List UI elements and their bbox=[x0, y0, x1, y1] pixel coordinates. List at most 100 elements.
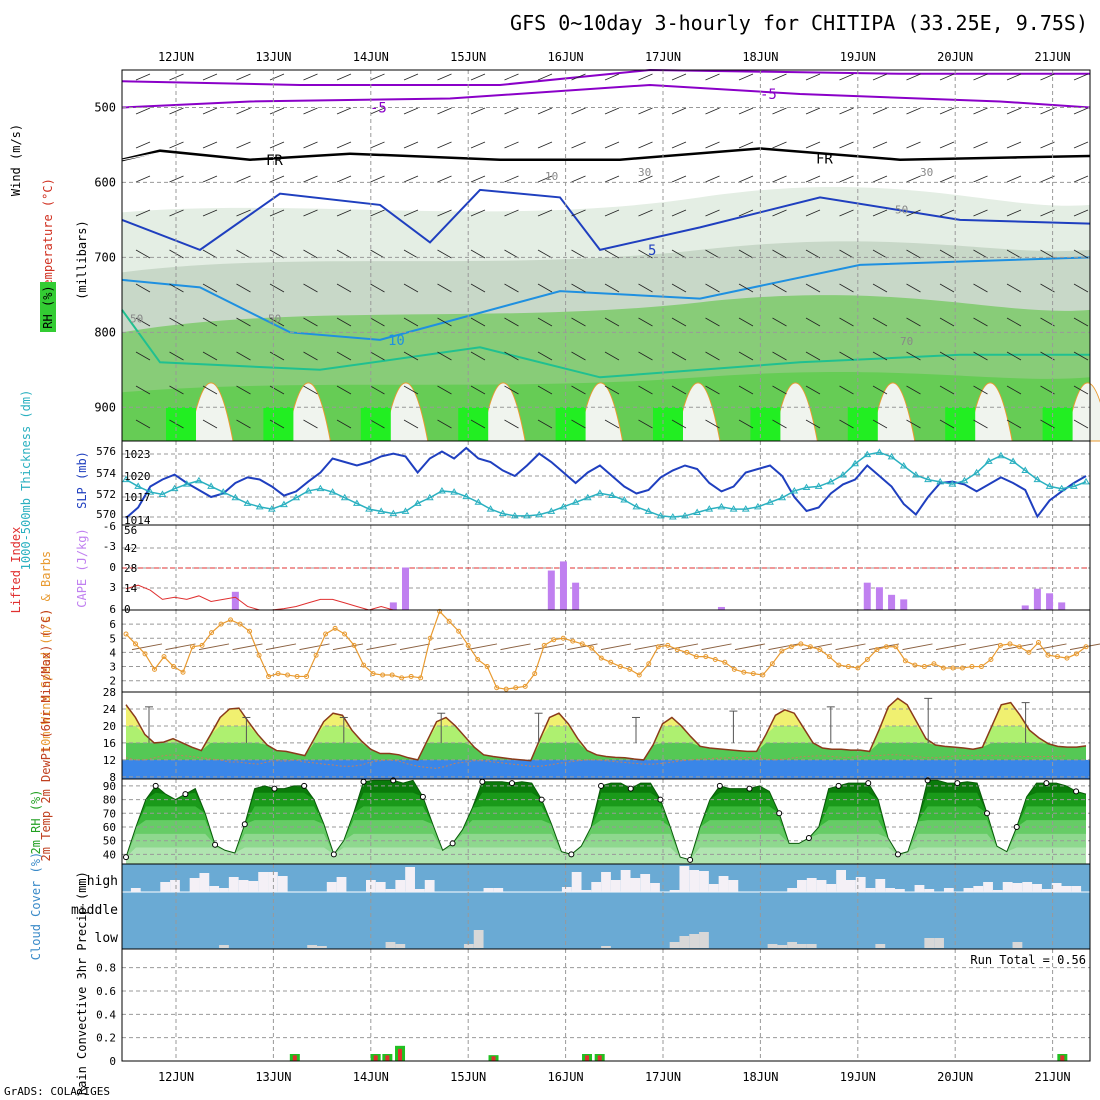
rh-point bbox=[271, 785, 278, 792]
wind-speed-point bbox=[266, 673, 272, 679]
wind-barb bbox=[839, 419, 854, 429]
date-label-bottom: 15JUN bbox=[450, 1070, 486, 1084]
wind-barb bbox=[906, 385, 921, 395]
cloud-high-bar bbox=[1032, 884, 1042, 892]
rh-tick-label: 40 bbox=[103, 848, 116, 861]
wind-barb bbox=[604, 317, 620, 327]
thickness-tick-label: 576 bbox=[96, 445, 116, 458]
cloud-high-bar bbox=[1071, 886, 1082, 892]
wind-barb-10m bbox=[801, 643, 833, 651]
dewpoint-line bbox=[125, 754, 1068, 769]
cloud-low-bar bbox=[307, 945, 318, 948]
wind-barb bbox=[872, 351, 888, 361]
rh-band-90 bbox=[166, 407, 196, 441]
wind-speed-point bbox=[494, 685, 500, 691]
wind-barb bbox=[403, 351, 419, 361]
wind-barb bbox=[604, 175, 620, 183]
wind-speed-point bbox=[883, 644, 889, 650]
cloud-low-bar bbox=[601, 946, 611, 948]
thickness-line bbox=[125, 451, 1087, 518]
cloud-high-bar bbox=[943, 888, 954, 892]
cloud-low-bar bbox=[924, 938, 935, 948]
thickness-point bbox=[316, 484, 325, 492]
thickness-point bbox=[547, 507, 556, 514]
wind-barb bbox=[805, 73, 821, 81]
wind-barb bbox=[504, 385, 519, 395]
thickness-point bbox=[353, 499, 361, 506]
wind-barb bbox=[738, 249, 754, 259]
cape-bar bbox=[231, 591, 239, 610]
wind-barb bbox=[872, 209, 888, 217]
dewpoint-fill bbox=[122, 759, 1090, 779]
wind-barb-10m bbox=[265, 643, 297, 651]
wind-speed-point bbox=[1016, 644, 1022, 650]
wind-barb bbox=[906, 209, 921, 217]
wind-barb bbox=[1006, 249, 1022, 259]
date-label-top: 18JUN bbox=[742, 50, 778, 64]
wind-barb bbox=[504, 283, 519, 293]
wind-speed-point bbox=[342, 631, 348, 637]
cloud-high-bar bbox=[385, 889, 396, 892]
wind-barb bbox=[135, 385, 151, 395]
wind-barb bbox=[370, 107, 385, 115]
wind-speed-point bbox=[779, 648, 785, 654]
thickness-point bbox=[656, 511, 665, 519]
thickness-point bbox=[863, 450, 872, 458]
thickness-point bbox=[292, 493, 301, 501]
thickness-point bbox=[596, 489, 604, 496]
rh-point bbox=[1073, 788, 1080, 795]
wind-barb-10m bbox=[500, 643, 531, 651]
wind-barb bbox=[839, 283, 854, 293]
wind-speed-point bbox=[570, 638, 576, 644]
wind-barb bbox=[638, 249, 653, 259]
date-label-top: 20JUN bbox=[937, 50, 973, 64]
rh-point bbox=[657, 796, 664, 803]
wind-barb bbox=[236, 283, 251, 293]
wind-barb bbox=[135, 249, 151, 259]
wind-speed-point bbox=[722, 659, 728, 665]
rh-point bbox=[568, 851, 575, 858]
wind-barb bbox=[671, 107, 687, 115]
temp-contour-minus10 bbox=[121, 68, 1090, 86]
wind-tick-label: 2 bbox=[109, 675, 116, 688]
wind-speed-point bbox=[1007, 641, 1013, 647]
wind-barb bbox=[437, 209, 452, 217]
rh-point bbox=[301, 782, 308, 789]
wind-speed-point bbox=[845, 664, 851, 670]
rh-point bbox=[123, 854, 129, 861]
date-label-top: 21JUN bbox=[1035, 50, 1071, 64]
rh-point bbox=[954, 780, 961, 787]
wind-barb bbox=[437, 73, 452, 81]
cloud-high-bar bbox=[689, 870, 700, 892]
ylabel-thickness: 1000-500mb Thickness (dm) bbox=[19, 390, 33, 571]
lifted-index-tick-label: 6 bbox=[109, 603, 116, 616]
wind-barb bbox=[638, 209, 653, 217]
wind-speed-point bbox=[1026, 649, 1032, 655]
cloud-high-bar bbox=[238, 880, 249, 892]
wind-barb bbox=[403, 141, 419, 149]
wind-barb bbox=[772, 209, 787, 217]
wind-speed-point bbox=[456, 628, 462, 634]
cloud-high-bar bbox=[669, 890, 680, 892]
footer-credit: GrADS: COLA/IGES bbox=[4, 1085, 110, 1098]
thickness-point bbox=[571, 498, 580, 505]
cloud-high-bar bbox=[983, 882, 993, 892]
wind-barb bbox=[638, 351, 653, 361]
cloud-low-bar bbox=[806, 944, 817, 948]
wind-barb bbox=[504, 73, 519, 81]
wind-barb bbox=[638, 141, 653, 149]
rh-band-90 bbox=[847, 407, 878, 441]
wind-barb bbox=[973, 385, 988, 395]
temp-tick-label: 8 bbox=[109, 771, 116, 784]
wind-barb bbox=[370, 351, 385, 361]
thickness-point bbox=[1009, 457, 1017, 464]
rh-band-90 bbox=[653, 407, 683, 441]
wind-barb bbox=[805, 175, 821, 183]
wind-speed-point bbox=[361, 662, 367, 668]
wind-barb bbox=[705, 175, 720, 183]
wind-barb bbox=[772, 419, 787, 429]
wind-barb bbox=[939, 141, 955, 149]
wind-barb bbox=[939, 175, 955, 183]
wind-barb bbox=[604, 141, 620, 149]
temp-contour-15 bbox=[121, 309, 1090, 379]
